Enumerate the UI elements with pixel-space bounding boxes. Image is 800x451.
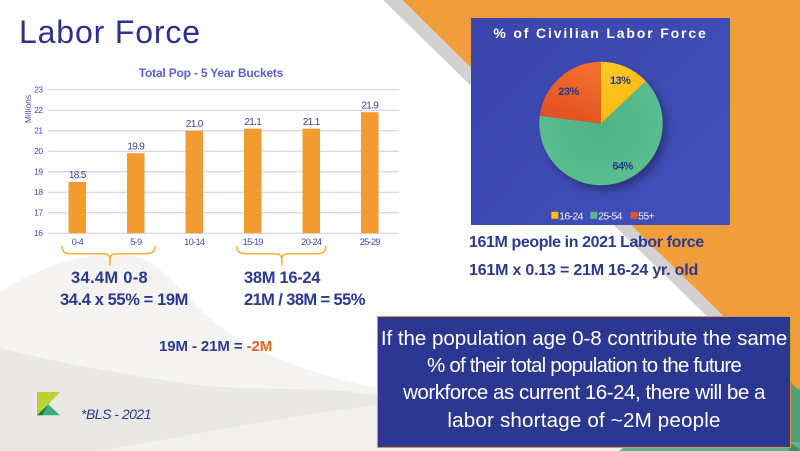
svg-text:5-9: 5-9	[130, 237, 142, 247]
svg-text:20-24: 20-24	[301, 237, 322, 247]
svg-text:23%: 23%	[558, 86, 579, 98]
svg-text:21: 21	[34, 126, 43, 136]
svg-text:21.0: 21.0	[186, 119, 204, 130]
svg-text:22: 22	[34, 105, 43, 115]
svg-text:17: 17	[34, 208, 43, 218]
svg-text:20: 20	[34, 146, 43, 156]
svg-text:25-54: 25-54	[598, 212, 623, 223]
svg-text:18: 18	[34, 187, 43, 197]
svg-text:25-29: 25-29	[360, 237, 381, 247]
svg-text:55+: 55+	[638, 212, 654, 223]
svg-text:15-19: 15-19	[243, 237, 264, 247]
svg-text:64%: 64%	[612, 161, 633, 173]
svg-text:21.1: 21.1	[244, 117, 262, 128]
svg-text:13%: 13%	[610, 75, 631, 87]
svg-text:16-24: 16-24	[559, 212, 584, 223]
svg-text:21.9: 21.9	[361, 100, 379, 111]
svg-text:18.5: 18.5	[69, 170, 87, 181]
svg-text:21.1: 21.1	[303, 117, 321, 128]
svg-text:19: 19	[34, 167, 43, 177]
svg-text:10-14: 10-14	[184, 237, 205, 247]
svg-text:Total Pop - 5 Year Buckets: Total Pop - 5 Year Buckets	[139, 66, 284, 80]
svg-text:16: 16	[34, 228, 43, 238]
svg-text:23: 23	[34, 85, 43, 95]
svg-text:19.9: 19.9	[127, 141, 145, 152]
svg-text:0-4: 0-4	[72, 237, 84, 247]
svg-text:Millions: Millions	[23, 95, 33, 123]
